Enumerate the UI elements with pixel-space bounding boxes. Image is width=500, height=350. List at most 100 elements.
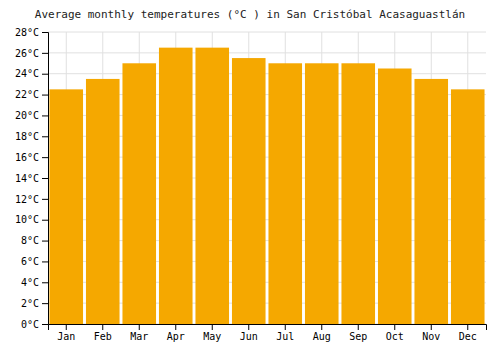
tick: Mar bbox=[130, 324, 148, 342]
tick-label: 18°C bbox=[15, 131, 39, 142]
tick: 18°C bbox=[15, 131, 48, 142]
grid-line bbox=[48, 73, 486, 74]
bar bbox=[451, 89, 485, 324]
tick-mark bbox=[42, 32, 48, 33]
tick-mark bbox=[248, 324, 249, 330]
tick-mark bbox=[175, 324, 176, 330]
bar bbox=[268, 63, 302, 324]
tick: Sep bbox=[349, 324, 367, 342]
tick: Jan bbox=[57, 324, 75, 342]
tick-mark bbox=[42, 115, 48, 116]
tick-mark bbox=[139, 324, 140, 330]
tick-mark bbox=[102, 324, 103, 330]
grid bbox=[48, 32, 486, 324]
tick-mark bbox=[42, 199, 48, 200]
tick: Aug bbox=[313, 324, 331, 342]
tick: Oct bbox=[386, 324, 404, 342]
tick-mark bbox=[212, 324, 213, 330]
bar bbox=[195, 48, 229, 324]
tick-label: 20°C bbox=[15, 110, 39, 121]
tick-label: 22°C bbox=[15, 89, 39, 100]
tick-mark bbox=[42, 157, 48, 158]
bars bbox=[49, 48, 484, 324]
tick-mark bbox=[321, 324, 322, 330]
tick-label: 26°C bbox=[15, 48, 39, 59]
tick: 28°C bbox=[15, 27, 48, 38]
tick: 10°C bbox=[15, 214, 48, 225]
tick: Dec bbox=[459, 324, 477, 342]
tick-mark bbox=[394, 324, 395, 330]
tick: 12°C bbox=[15, 194, 48, 205]
tick: Feb bbox=[94, 324, 112, 342]
tick-label: Oct bbox=[386, 331, 404, 342]
tick: May bbox=[203, 324, 221, 342]
tick: 20°C bbox=[15, 110, 48, 121]
tick-mark bbox=[42, 303, 48, 304]
axis-line bbox=[42, 33, 49, 325]
tick: Jun bbox=[240, 324, 258, 342]
tick-mark bbox=[42, 282, 48, 283]
grid-line bbox=[48, 32, 486, 33]
bar bbox=[49, 89, 83, 324]
tick: 26°C bbox=[15, 48, 48, 59]
tick-label: Nov bbox=[422, 331, 440, 342]
tick-mark bbox=[42, 324, 48, 325]
bar bbox=[159, 48, 193, 324]
y-axis: 0°C 2°C 4°C 6°C 8°C 10°C 12°C 14°C 16°C 18°C 20°C 2… bbox=[15, 27, 49, 330]
tick-label: Jun bbox=[240, 331, 258, 342]
tick-label: 8°C bbox=[21, 235, 39, 246]
tick-label: May bbox=[203, 331, 221, 342]
tick: 6°C bbox=[21, 256, 48, 267]
bar bbox=[232, 58, 266, 324]
tick-mark bbox=[467, 324, 468, 330]
tick-label: Apr bbox=[167, 331, 185, 342]
tick: 4°C bbox=[21, 277, 48, 288]
bar bbox=[378, 69, 412, 325]
tick-mark bbox=[358, 324, 359, 330]
tick: 24°C bbox=[15, 68, 48, 79]
tick: 0°C bbox=[21, 319, 48, 330]
tick: 2°C bbox=[21, 298, 48, 309]
title: Average monthly temperatures (°C ) in Sa… bbox=[35, 8, 465, 21]
tick-label: Mar bbox=[130, 331, 148, 342]
tick: 22°C bbox=[15, 89, 48, 100]
tick-mark bbox=[42, 220, 48, 221]
tick: 16°C bbox=[15, 152, 48, 163]
bar bbox=[305, 63, 339, 324]
tick: Apr bbox=[167, 324, 185, 342]
tick-mark bbox=[42, 241, 48, 242]
tick-label: Dec bbox=[459, 331, 477, 342]
tick-mark bbox=[42, 95, 48, 96]
x-axis: Jan Feb Mar Apr May Jun Jul Aug Sep Oct Nov Dec bbox=[49, 324, 487, 342]
tick-mark bbox=[42, 53, 48, 54]
grid-line bbox=[48, 52, 486, 53]
tick-label: Jan bbox=[57, 331, 75, 342]
tick-mark bbox=[431, 324, 432, 330]
tick-mark bbox=[42, 136, 48, 137]
tick-label: 28°C bbox=[15, 27, 39, 38]
tick-mark bbox=[42, 178, 48, 179]
bar bbox=[122, 63, 156, 324]
tick-mark bbox=[285, 324, 286, 330]
tick-label: Aug bbox=[313, 331, 331, 342]
tick: 14°C bbox=[15, 173, 48, 184]
tick-label: 12°C bbox=[15, 194, 39, 205]
tick-label: 4°C bbox=[21, 277, 39, 288]
tick-mark bbox=[42, 261, 48, 262]
tick: 8°C bbox=[21, 235, 48, 246]
tick: Nov bbox=[422, 324, 440, 342]
chart: 0°C 2°C 4°C 6°C 8°C 10°C 12°C 14°C 16°C 18°C 20°C 2… bbox=[0, 0, 500, 350]
tick-label: 14°C bbox=[15, 173, 39, 184]
axis-line bbox=[49, 325, 487, 331]
tick-label: 10°C bbox=[15, 214, 39, 225]
tick-label: 6°C bbox=[21, 256, 39, 267]
tick-label: Jul bbox=[276, 331, 294, 342]
tick-mark bbox=[66, 324, 67, 330]
tick-label: 24°C bbox=[15, 68, 39, 79]
tick-mark bbox=[42, 74, 48, 75]
bar bbox=[341, 63, 375, 324]
tick-label: Feb bbox=[94, 331, 112, 342]
tick-label: 2°C bbox=[21, 298, 39, 309]
bar bbox=[86, 79, 120, 324]
tick-label: 0°C bbox=[21, 319, 39, 330]
